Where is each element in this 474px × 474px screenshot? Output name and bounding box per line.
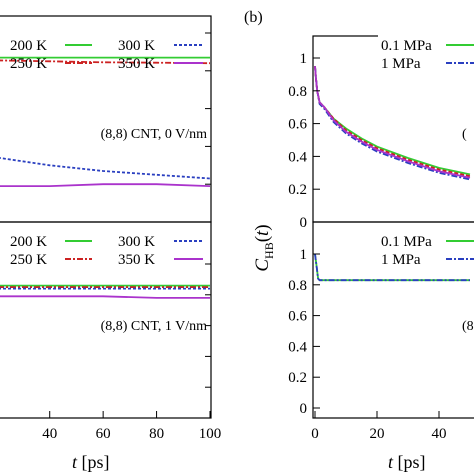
- legend-label-250K-b: 250 K: [10, 252, 47, 268]
- y-tick-label: 1: [300, 51, 308, 67]
- y-tick-label: 0.4: [288, 149, 307, 165]
- series-line-300-k-left-top-series: [0, 157, 211, 180]
- y-tick-label: 0: [300, 215, 308, 231]
- x-tick-label: 0: [311, 426, 319, 442]
- legend-label-0.1MPa-b: 0.1 MPa: [381, 234, 432, 250]
- legend-label-200K: 200 K: [10, 38, 47, 54]
- y-tick-label: 0.6: [288, 117, 307, 133]
- right-top-legend-bg: [378, 34, 474, 78]
- right-bottom-legend-bg: [378, 230, 474, 270]
- right-top-annotation-fragment: (: [462, 127, 467, 142]
- right-x-axis-label: t [ps]: [388, 452, 426, 472]
- series-line-1-mpa-right-top-series: [314, 66, 471, 181]
- left-panel: 200 K 300 K 250 K 350 K (8,8) CNT, 0 V/n…: [0, 15, 222, 472]
- right-y-axis-label: CHB(t): [252, 224, 276, 271]
- series-line-0-1-mpa-right-top-series: [314, 66, 471, 176]
- series-line-350-k-left-top-series: [0, 183, 211, 188]
- y-axis-label-text: CHB(t): [252, 224, 276, 271]
- y-tick-label: 1: [300, 247, 308, 263]
- left-top-series: [0, 56, 211, 188]
- legend-label-1MPa: 1 MPa: [381, 56, 421, 72]
- legend-label-200K-b: 200 K: [10, 234, 47, 250]
- x-tick-label: 40: [42, 426, 57, 442]
- right-top-series: [314, 66, 471, 181]
- y-tick-label: 0.8: [288, 278, 307, 294]
- legend-label-0.1MPa: 0.1 MPa: [381, 38, 432, 54]
- legend-label-250K: 250 K: [10, 56, 47, 72]
- x-tick-label: 60: [96, 426, 111, 442]
- left-top-annotation: (8,8) CNT, 0 V/nm: [101, 127, 208, 142]
- right-x-ticks: 0 20 40: [311, 411, 447, 442]
- left-top-legend: 200 K 300 K 250 K 350 K: [10, 38, 203, 72]
- right-bottom-annotation-fragment: (8: [462, 319, 474, 334]
- y-tick-label: 0.2: [288, 182, 307, 198]
- legend-label-1MPa-b: 1 MPa: [381, 252, 421, 268]
- series-line-series-3-right-top-series: [314, 66, 471, 179]
- left-x-ticks: 40 60 80 100: [42, 32, 222, 442]
- right-top-legend: 0.1 MPa 1 MPa: [378, 34, 474, 78]
- x-tick-label: 20: [370, 426, 385, 442]
- right-top-y-ticks: 0 0.2 0.4 0.6 0.8 1: [288, 51, 320, 231]
- left-bottom-series: [0, 284, 210, 299]
- x-tick-label: 40: [432, 426, 447, 442]
- left-bottom-frame: [0, 221, 212, 419]
- x-tick-label: 80: [149, 426, 164, 442]
- right-bottom-y-ticks: 0 0.2 0.4 0.6 0.8 1: [288, 247, 320, 417]
- y-tick-label: 0.6: [288, 309, 307, 325]
- right-bottom-legend: 0.1 MPa 1 MPa: [378, 230, 474, 270]
- series-line-1-mpa-right-bottom-series: [314, 253, 470, 282]
- series-line-350-k-left-bottom-series: [0, 295, 210, 299]
- y-tick-label: 0.2: [288, 370, 307, 386]
- y-tick-label: 0: [300, 401, 308, 417]
- legend-label-300K-b: 300 K: [118, 234, 155, 250]
- right-panel: (b) 00.20.40.60.81 00.20.40.60.81 0 20 40 …: [244, 9, 474, 472]
- x-tick-label: 100: [199, 426, 222, 442]
- left-bottom-legend: 200 K 300 K 250 K 350 K: [10, 234, 203, 268]
- series-line-250-k-left-top-series: [0, 59, 211, 65]
- left-x-axis-label: t [ps]: [72, 452, 110, 472]
- series-line-series-2-right-top-series: [314, 66, 471, 177]
- y-tick-label: 0.4: [288, 339, 307, 355]
- legend-label-350K: 350 K: [118, 56, 155, 72]
- legend-label-300K: 300 K: [118, 38, 155, 54]
- y-tick-label: 0.8: [288, 84, 307, 100]
- panel-b-label: (b): [244, 9, 263, 26]
- right-bottom-frame: [312, 221, 474, 419]
- right-bottom-series: [314, 253, 470, 282]
- legend-label-350K-b: 350 K: [118, 252, 155, 268]
- left-bottom-annotation: (8,8) CNT, 1 V/nm: [101, 319, 208, 334]
